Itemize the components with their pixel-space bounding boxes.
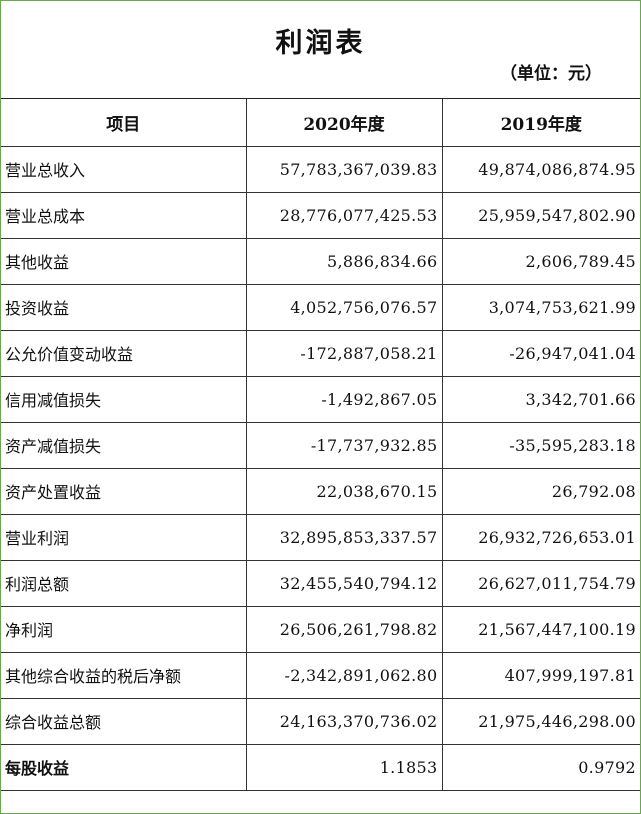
table-row: 营业总成本 28,776,077,425.53 25,959,547,802.90 <box>1 191 640 239</box>
table-row: 其他综合收益的税后净额 -2,342,891,062.80 407,999,197.… <box>1 651 640 699</box>
value-2019: 0.9792 <box>441 743 640 791</box>
row-label: 其他收益 <box>1 237 247 285</box>
value-2020: -172,887,058.21 <box>245 329 443 377</box>
unit-note: （单位：元） <box>500 64 602 84</box>
value-2020: 22,038,670.15 <box>245 467 443 515</box>
row-label: 综合收益总额 <box>1 697 247 745</box>
row-label: 营业利润 <box>1 513 247 561</box>
table-row: 信用减值损失 -1,492,867.05 3,342,701.66 <box>1 375 640 423</box>
value-2019: 21,975,446,298.00 <box>441 697 640 745</box>
value-2020: -17,737,932.85 <box>245 421 443 469</box>
row-label: 利润总额 <box>1 559 247 607</box>
value-2019: 49,874,086,874.95 <box>441 145 640 193</box>
header-item: 项目 <box>1 99 247 147</box>
value-2020: 57,783,367,039.83 <box>245 145 443 193</box>
table-row: 综合收益总额 24,163,370,736.02 21,975,446,298.00 <box>1 697 640 745</box>
value-2019: 21,567,447,100.19 <box>441 605 640 653</box>
table-row: 营业总收入 57,783,367,039.83 49,874,086,874.95 <box>1 145 640 193</box>
value-2019: 26,627,011,754.79 <box>441 559 640 607</box>
row-label: 每股收益 <box>1 743 247 791</box>
table-row: 营业利润 32,895,853,337.57 26,932,726,653.01 <box>1 513 640 561</box>
value-2020: -2,342,891,062.80 <box>245 651 443 699</box>
value-2020: 32,455,540,794.12 <box>245 559 443 607</box>
value-2019: 25,959,547,802.90 <box>441 191 640 239</box>
table-row: 公允价值变动收益 -172,887,058.21 -26,947,041.04 <box>1 329 640 377</box>
table-row: 其他收益 5,886,834.66 2,606,789.45 <box>1 237 640 285</box>
value-2020: 4,052,756,076.57 <box>245 283 443 331</box>
value-2019: -35,595,283.18 <box>441 421 640 469</box>
row-label: 信用减值损失 <box>1 375 247 423</box>
row-label: 营业总收入 <box>1 145 247 193</box>
row-label: 其他综合收益的税后净额 <box>1 651 247 699</box>
table-row: 净利润 26,506,261,798.82 21,567,447,100.19 <box>1 605 640 653</box>
title-area: 利润表 （单位：元） <box>1 1 640 99</box>
row-label: 资产处置收益 <box>1 467 247 515</box>
header-row: 项目 2020年度 2019年度 <box>1 99 640 147</box>
value-2019: -26,947,041.04 <box>441 329 640 377</box>
table-row: 每股收益 1.1853 0.9792 <box>1 743 640 791</box>
value-2019: 3,074,753,621.99 <box>441 283 640 331</box>
value-2020: 26,506,261,798.82 <box>245 605 443 653</box>
value-2020: 28,776,077,425.53 <box>245 191 443 239</box>
row-label: 营业总成本 <box>1 191 247 239</box>
table-row: 投资收益 4,052,756,076.57 3,074,753,621.99 <box>1 283 640 331</box>
value-2020: -1,492,867.05 <box>245 375 443 423</box>
value-2019: 2,606,789.45 <box>441 237 640 285</box>
row-label: 净利润 <box>1 605 247 653</box>
row-label: 资产减值损失 <box>1 421 247 469</box>
value-2019: 407,999,197.81 <box>441 651 640 699</box>
value-2020: 32,895,853,337.57 <box>245 513 443 561</box>
table-row: 资产处置收益 22,038,670.15 26,792.08 <box>1 467 640 515</box>
value-2020: 24,163,370,736.02 <box>245 697 443 745</box>
income-table: 项目 2020年度 2019年度 营业总收入 57,783,367,039.83 4… <box>1 99 640 791</box>
header-2019: 2019年度 <box>441 99 640 147</box>
value-2020: 5,886,834.66 <box>245 237 443 285</box>
value-2020: 1.1853 <box>245 743 443 791</box>
value-2019: 26,792.08 <box>441 467 640 515</box>
page-title: 利润表 <box>275 28 366 59</box>
table-row: 利润总额 32,455,540,794.12 26,627,011,754.79 <box>1 559 640 607</box>
value-2019: 26,932,726,653.01 <box>441 513 640 561</box>
income-table-body: 项目 2020年度 2019年度 营业总收入 57,783,367,039.83 4… <box>1 99 640 791</box>
header-2020: 2020年度 <box>245 99 443 147</box>
row-label: 公允价值变动收益 <box>1 329 247 377</box>
row-label: 投资收益 <box>1 283 247 331</box>
table-row: 资产减值损失 -17,737,932.85 -35,595,283.18 <box>1 421 640 469</box>
value-2019: 3,342,701.66 <box>441 375 640 423</box>
